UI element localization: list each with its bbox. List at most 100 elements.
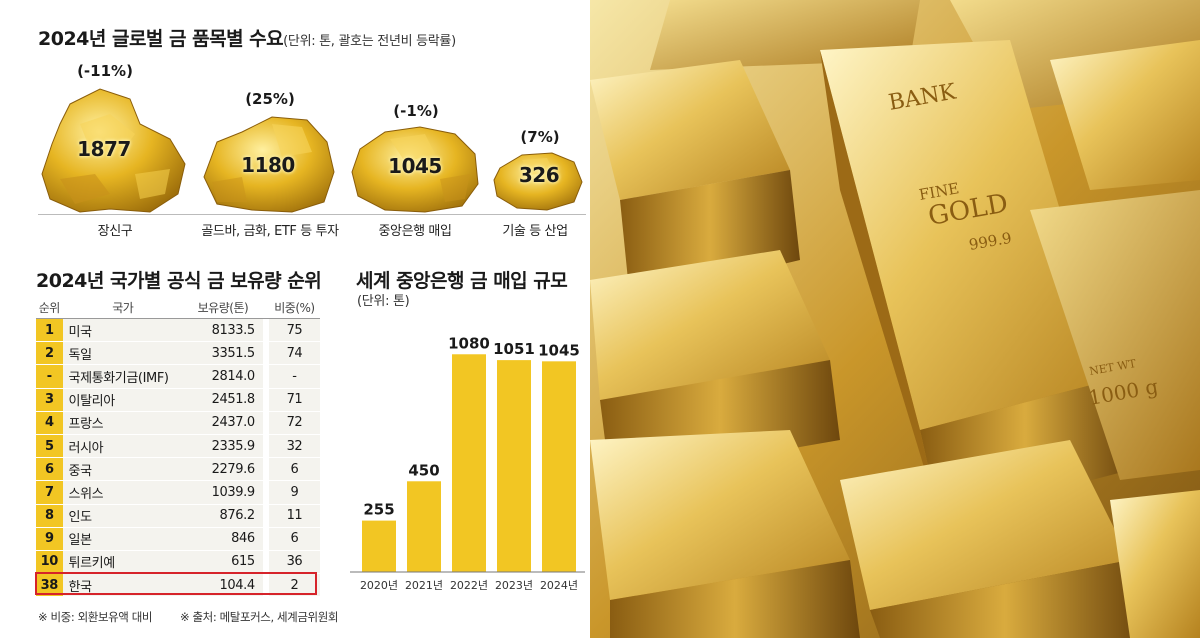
- gap-cell: [262, 481, 269, 505]
- country-cell: 스위스: [62, 481, 184, 505]
- gap-cell: [262, 388, 269, 412]
- holdings-cell: 3351.5: [183, 342, 263, 366]
- nugget-baseline: [38, 214, 586, 215]
- footnote-share: ※ 비중: 외환보유액 대비: [38, 610, 153, 624]
- nugget-change-investment: (25%): [245, 90, 295, 108]
- table-row: 9 일본 846 6: [36, 527, 320, 551]
- demand-title-text: 2024년 글로벌 금 품목별 수요: [38, 28, 284, 50]
- nugget-change-industry: (7%): [520, 128, 560, 146]
- nugget-label-investment: 골드바, 금화, ETF 등 투자: [201, 224, 339, 239]
- country-cell: 이탈리아: [62, 388, 184, 412]
- holdings-cell: 846: [183, 527, 263, 551]
- x-tick-label: 2021년: [405, 579, 443, 592]
- country-cell: 튀르키예: [62, 550, 184, 575]
- gap-cell: [262, 342, 269, 366]
- gold-nugget-industry: [493, 152, 583, 211]
- bar-2022년: [452, 354, 486, 572]
- rank-cell: 9: [36, 527, 63, 551]
- nugget-label-centralbank: 중앙은행 매입: [378, 224, 452, 239]
- share-cell: 11: [268, 504, 320, 528]
- country-cell: 독일: [62, 342, 184, 366]
- header-share: 비중(%): [268, 296, 320, 319]
- bar-value-label: 255: [363, 501, 394, 519]
- nugget-change-jewelry: (-11%): [77, 62, 133, 80]
- footnote-source: ※ 출처: 메탈포커스, 세계금위원회: [180, 610, 339, 624]
- country-cell: 국제통화기금(IMF): [62, 365, 184, 389]
- share-cell: 6: [268, 458, 320, 482]
- table-row: 7 스위스 1039.9 9: [36, 481, 320, 505]
- country-cell: 한국: [62, 574, 184, 598]
- rank-cell: 10: [36, 550, 63, 575]
- share-cell: 74: [268, 342, 320, 366]
- rank-cell: 38: [36, 574, 63, 598]
- ranking-body: 1 미국 8133.5 75 2 독일 3351.5 74- 국제통화기금(IMF) 2814.0…: [36, 319, 320, 598]
- header-gap: [262, 296, 269, 319]
- gap-cell: [262, 319, 269, 343]
- bar-2023년: [497, 360, 531, 572]
- table-row: 38 한국 104.4 2: [36, 574, 320, 598]
- holdings-cell: 8133.5: [183, 319, 263, 343]
- share-cell: -: [268, 365, 320, 389]
- header-country: 국가: [62, 296, 184, 319]
- gap-cell: [262, 504, 269, 528]
- table-row: 3 이탈리아 2451.8 71: [36, 388, 320, 412]
- share-cell: 75: [268, 319, 320, 343]
- country-cell: 인도: [62, 504, 184, 528]
- header-holdings: 보유량(톤): [183, 296, 263, 319]
- demand-subtitle: (단위: 톤, 괄호는 전년비 등락률): [283, 34, 456, 49]
- rank-cell: 7: [36, 481, 63, 505]
- rank-cell: 4: [36, 411, 63, 435]
- bar-2020년: [362, 520, 396, 572]
- gold-bars-photo: BANK FINE GOLD 999.9 NET WT 1000 g: [590, 0, 1200, 638]
- holdings-cell: 1039.9: [183, 481, 263, 505]
- rank-cell: 2: [36, 342, 63, 366]
- table-row: 6 중국 2279.6 6: [36, 458, 320, 482]
- rank-cell: 3: [36, 388, 63, 412]
- country-cell: 일본: [62, 527, 184, 551]
- share-cell: 9: [268, 481, 320, 505]
- nugget-label-industry: 기술 등 산업: [502, 224, 568, 239]
- ranking-title: 2024년 국가별 공식 금 보유량 순위: [36, 270, 322, 292]
- gold-nugget-jewelry: [41, 88, 186, 213]
- table-row: 10 튀르키예 615 36: [36, 550, 320, 575]
- holdings-cell: 2437.0: [183, 411, 263, 435]
- share-cell: 71: [268, 388, 320, 412]
- gold-nugget-centralbank: [351, 126, 479, 213]
- country-cell: 프랑스: [62, 411, 184, 435]
- rank-cell: 5: [36, 434, 63, 459]
- holdings-cell: 615: [183, 550, 263, 575]
- share-cell: 36: [268, 550, 320, 575]
- bar-value-label: 1080: [448, 334, 490, 352]
- table-row: 1 미국 8133.5 75: [36, 319, 320, 343]
- holdings-cell: 876.2: [183, 504, 263, 528]
- share-cell: 32: [268, 434, 320, 459]
- x-tick-label: 2023년: [495, 579, 533, 592]
- share-cell: 72: [268, 411, 320, 435]
- ranking-header-row: 순위 국가 보유량(톤) 비중(%): [36, 296, 320, 319]
- rank-cell: 8: [36, 504, 63, 528]
- gold-bars-illustration: BANK FINE GOLD 999.9 NET WT 1000 g: [590, 0, 1200, 638]
- korea-highlight-box: [35, 572, 317, 595]
- country-cell: 중국: [62, 458, 184, 482]
- holdings-cell: 2451.8: [183, 388, 263, 412]
- nugget-value-centralbank: 1045: [388, 154, 442, 178]
- bar-2024년: [542, 361, 576, 572]
- chart-title: 세계 중앙은행 금 매입 규모: [356, 270, 568, 292]
- nugget-value-industry: 326: [518, 163, 560, 187]
- holdings-cell: 2335.9: [183, 434, 263, 459]
- x-tick-label: 2022년: [450, 579, 488, 592]
- table-row: 8 인도 876.2 11: [36, 504, 320, 528]
- rank-cell: -: [36, 365, 63, 389]
- gap-cell: [262, 574, 269, 598]
- bar-value-label: 1045: [538, 341, 580, 359]
- share-cell: 2: [268, 574, 320, 598]
- table-row: 4 프랑스 2437.0 72: [36, 411, 320, 435]
- nugget-label-jewelry: 장신구: [97, 224, 133, 239]
- rank-cell: 6: [36, 458, 63, 482]
- gap-cell: [262, 458, 269, 482]
- ranking-table: 순위 국가 보유량(톤) 비중(%) 1 미국 8133.5 75 2 독일 3351.5 7…: [36, 296, 320, 598]
- holdings-cell: 104.4: [183, 574, 263, 598]
- bar-2021년: [407, 481, 441, 572]
- central-bank-bar-chart: 255 2020년 450 2021년 1080 2022년 1051 2023년 1045 20…: [350, 334, 585, 592]
- bar-value-label: 450: [408, 461, 439, 479]
